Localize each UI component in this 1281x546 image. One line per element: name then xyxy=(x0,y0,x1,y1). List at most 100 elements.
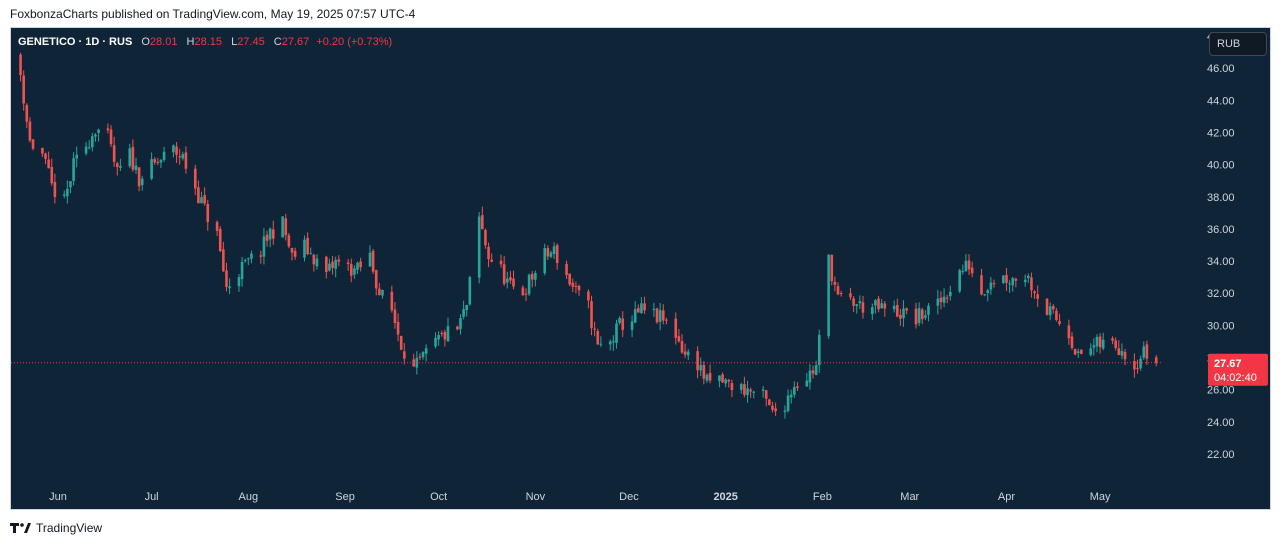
candle xyxy=(836,282,840,296)
candle xyxy=(774,402,777,416)
candle xyxy=(992,279,996,288)
y-tick-label: 42.00 xyxy=(1207,127,1235,139)
candle xyxy=(749,387,752,398)
candle xyxy=(1011,276,1015,292)
candle xyxy=(222,241,225,272)
candle xyxy=(172,144,175,158)
candle xyxy=(637,304,640,313)
candle xyxy=(505,271,509,289)
candle xyxy=(546,245,550,261)
candle xyxy=(577,284,581,296)
candle xyxy=(524,288,528,302)
candle xyxy=(325,255,328,279)
candles xyxy=(19,52,1158,419)
candle xyxy=(315,254,319,270)
candle xyxy=(1142,341,1146,360)
footer: TradingView xyxy=(10,520,102,536)
candle xyxy=(303,235,306,262)
candle xyxy=(281,216,284,238)
candle xyxy=(44,152,47,165)
legend-low-label: L xyxy=(231,36,238,48)
candle xyxy=(680,334,684,354)
y-tick-label: 46.00 xyxy=(1207,63,1235,75)
candle xyxy=(128,143,132,169)
y-tick-label: 44.00 xyxy=(1207,95,1235,107)
candle xyxy=(109,125,113,147)
chart-frame[interactable]: 22.0024.0026.0028.0030.0032.0034.0036.00… xyxy=(10,27,1271,510)
candle xyxy=(761,385,765,398)
candle xyxy=(1095,334,1099,353)
tradingview-logo-icon[interactable] xyxy=(10,522,32,534)
candle xyxy=(899,308,902,326)
candle xyxy=(924,310,927,320)
candle xyxy=(555,243,559,270)
candle xyxy=(456,325,459,331)
candle xyxy=(633,301,637,324)
candle xyxy=(718,375,721,388)
candle xyxy=(247,257,250,266)
price-tag-box xyxy=(1208,353,1268,386)
candle xyxy=(705,373,709,383)
candle xyxy=(1098,333,1102,354)
candle xyxy=(658,302,662,331)
candle xyxy=(390,285,394,313)
candle xyxy=(543,243,547,276)
candle xyxy=(259,250,263,264)
candle xyxy=(593,321,596,337)
x-tick-label: Dec xyxy=(619,491,639,503)
candle xyxy=(677,328,681,343)
candle xyxy=(1111,336,1114,345)
candle xyxy=(746,380,749,403)
candle xyxy=(175,142,178,163)
candle xyxy=(399,335,403,351)
x-tick-label: Jul xyxy=(145,491,159,503)
candle xyxy=(446,317,450,342)
y-tick-label: 36.00 xyxy=(1207,224,1235,236)
candle xyxy=(989,276,993,295)
candle xyxy=(1045,298,1049,316)
footer-brand[interactable]: TradingView xyxy=(36,521,103,535)
candle xyxy=(178,148,181,165)
currency-button[interactable]: RUB xyxy=(1209,32,1267,56)
legend-change: +0.20 (+0.73%) xyxy=(316,36,393,48)
candle xyxy=(630,315,634,338)
x-tick-label: Oct xyxy=(430,491,447,503)
candle xyxy=(228,278,231,295)
published-line: FoxbonzaCharts published on TradingView.… xyxy=(10,7,416,21)
candle xyxy=(1023,274,1027,287)
candle xyxy=(1154,355,1158,367)
candle xyxy=(793,381,796,398)
candle xyxy=(502,256,506,286)
candle xyxy=(768,398,771,406)
candle xyxy=(50,158,54,186)
candle xyxy=(696,346,699,379)
candlestick-chart[interactable]: 22.0024.0026.0028.0030.0032.0034.0036.00… xyxy=(11,28,1270,509)
candle xyxy=(381,289,384,299)
candle xyxy=(197,180,200,204)
candle xyxy=(443,329,447,347)
candle xyxy=(839,290,843,297)
candle xyxy=(983,293,986,297)
legend-low-value: 27.45 xyxy=(237,36,265,48)
x-tick-label: Aug xyxy=(239,491,259,503)
candle xyxy=(53,173,57,204)
candle xyxy=(1133,353,1136,378)
candle xyxy=(599,336,603,348)
candle xyxy=(552,242,556,260)
candle xyxy=(424,344,428,362)
candle xyxy=(877,295,880,313)
candle xyxy=(218,226,222,252)
candle xyxy=(1036,285,1039,307)
candle xyxy=(356,261,359,275)
candle xyxy=(1048,302,1052,321)
legend-symbol[interactable]: GENETICO · 1D · RUS xyxy=(18,36,133,48)
candle xyxy=(661,304,665,325)
y-tick-label: 24.00 xyxy=(1207,417,1235,429)
candle xyxy=(477,212,481,284)
candle xyxy=(22,70,25,111)
candle xyxy=(293,247,297,260)
candle xyxy=(1030,272,1033,298)
candle xyxy=(1076,348,1080,358)
x-tick-label: May xyxy=(1090,491,1111,503)
x-tick-label: Feb xyxy=(813,491,832,503)
